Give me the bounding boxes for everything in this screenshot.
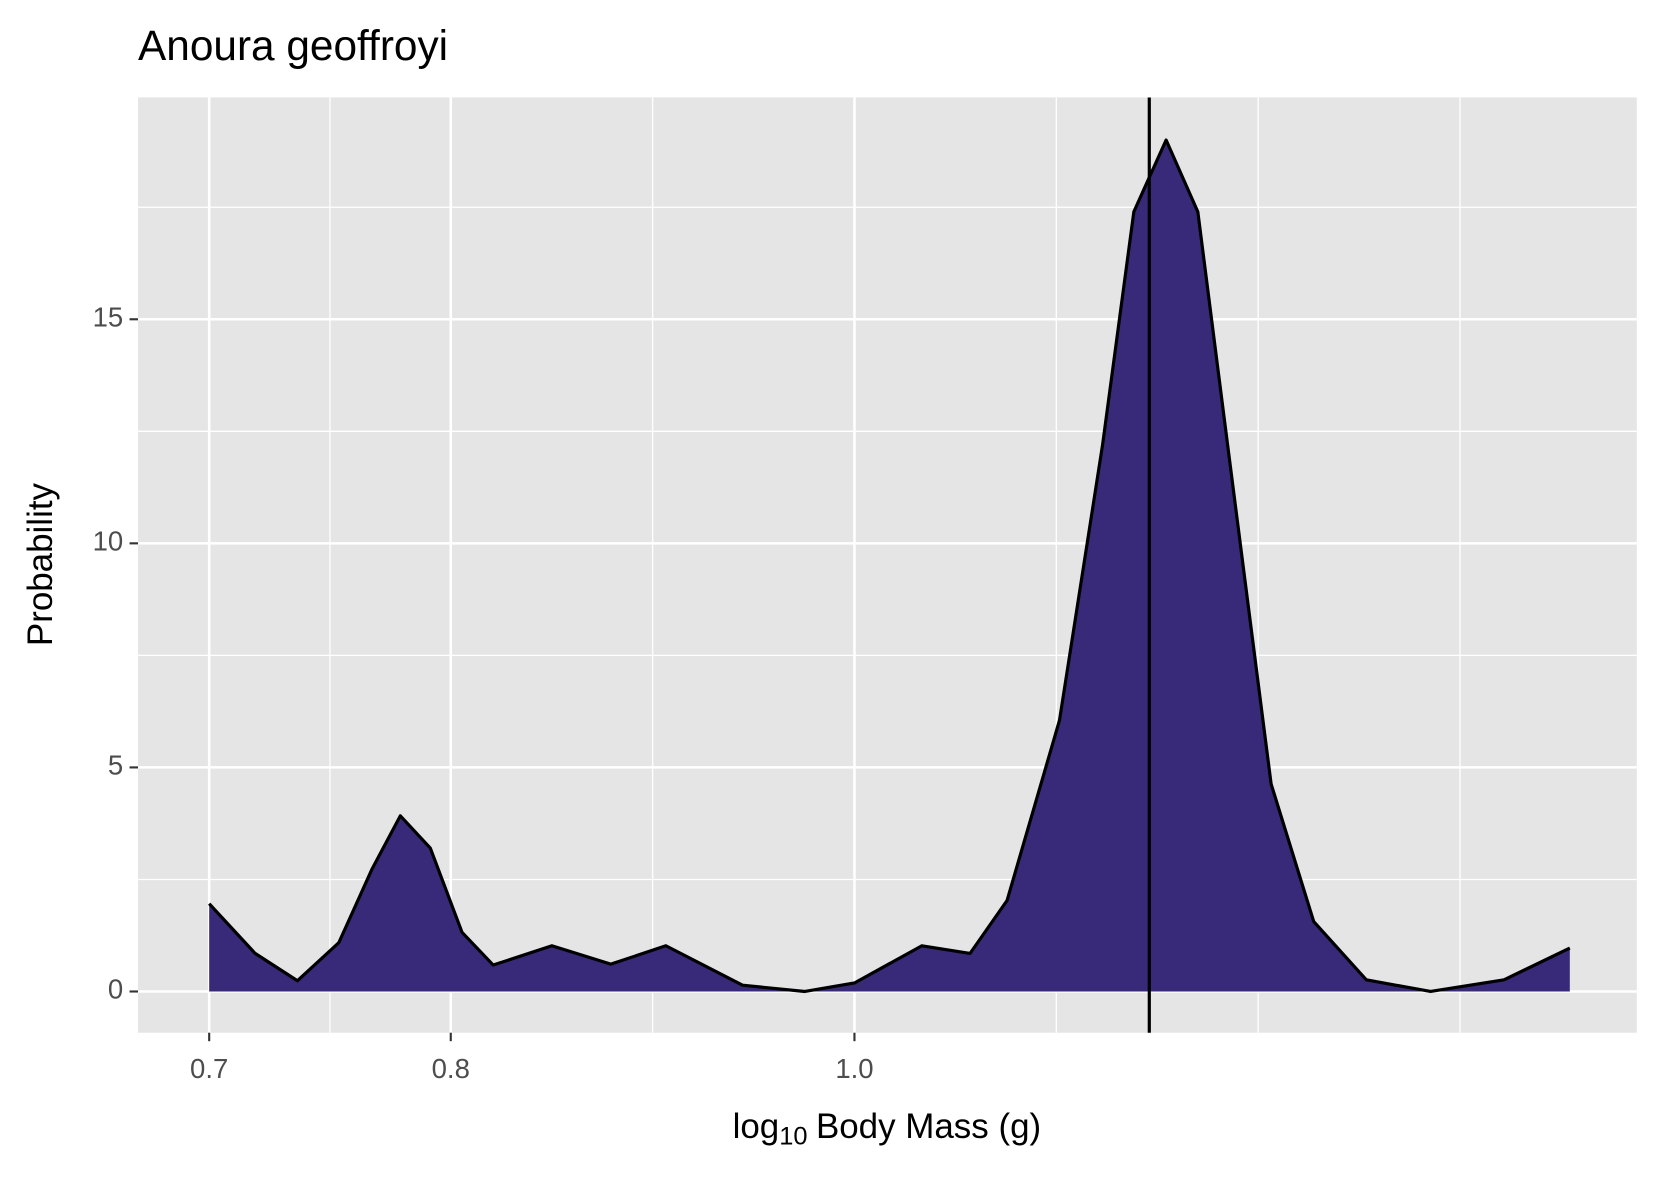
x-label-rest: Body Mass (g) — [816, 1107, 1041, 1146]
x-tick-label: 0.8 — [432, 1053, 470, 1084]
density-line — [208, 138, 1571, 994]
x-axis-label: log10 Body Mass (g) — [733, 1107, 1042, 1150]
y-tick-label: 15 — [93, 302, 124, 333]
x-label-base: log — [733, 1107, 780, 1146]
y-tick-label: 10 — [93, 526, 124, 557]
x-tick-label: 0.7 — [190, 1053, 228, 1084]
y-tick-label: 0 — [108, 974, 123, 1005]
density-area — [209, 140, 1570, 992]
y-tick-label: 5 — [108, 750, 123, 781]
x-label-subscript: 10 — [779, 1122, 807, 1150]
y-axis-label: Probability — [21, 482, 60, 646]
chart-title: Anoura geoffroyi — [138, 22, 448, 69]
x-tick-label: 1.0 — [835, 1053, 873, 1084]
